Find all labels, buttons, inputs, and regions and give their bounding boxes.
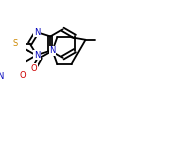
Text: N: N [34, 51, 40, 60]
Text: O: O [31, 64, 37, 73]
Text: N: N [34, 28, 40, 37]
Text: S: S [13, 39, 18, 48]
Text: N: N [49, 46, 56, 55]
Text: N: N [0, 72, 3, 81]
Text: O: O [19, 71, 26, 80]
